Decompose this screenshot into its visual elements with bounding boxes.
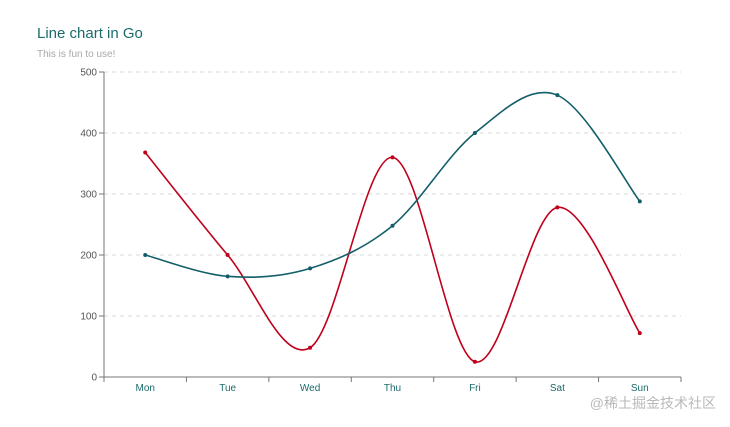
series-2-point [472,131,477,135]
y-tick-label: 500 [80,68,97,79]
x-tick-label: Sat [550,383,565,394]
y-tick-label: 0 [91,373,97,384]
series-1-point [472,359,477,364]
watermark: @稀土掘金技术社区 [589,395,716,411]
series-1-point [390,155,395,160]
y-tick-label: 100 [80,312,97,323]
axes [99,71,682,382]
x-tick-label: Mon [135,383,154,394]
series-lines [143,91,642,364]
tick-labels: 0 100 200 300 400 500 Mon Tue Wed Thu Fri Sat Sun [80,68,648,395]
series-1-point [555,205,560,210]
chart-subtitle: This is fun to use! [37,49,116,60]
chart-title: Line chart in Go [37,25,143,42]
series-2-point [637,199,642,204]
series-1-point [308,345,313,350]
x-tick-label: Tue [219,383,236,394]
series-2-point [225,274,230,279]
x-tick-label: Fri [469,383,481,394]
y-tick-label: 400 [80,129,97,140]
series-1-line [144,152,641,363]
series-2-point [555,93,560,98]
series-2-line [145,91,641,279]
y-tick-label: 300 [80,190,97,201]
x-tick-label: Thu [384,383,401,394]
series-1-point [143,150,148,155]
series-2-point [308,266,313,271]
x-tick-label: Sun [631,383,649,394]
grid-lines [104,71,681,317]
series-1-point [637,331,642,336]
y-tick-label: 200 [80,251,97,262]
series-1-point [225,253,230,257]
x-tick-label: Wed [300,383,320,394]
series-2-point [390,223,395,228]
series-2-point [143,253,148,257]
